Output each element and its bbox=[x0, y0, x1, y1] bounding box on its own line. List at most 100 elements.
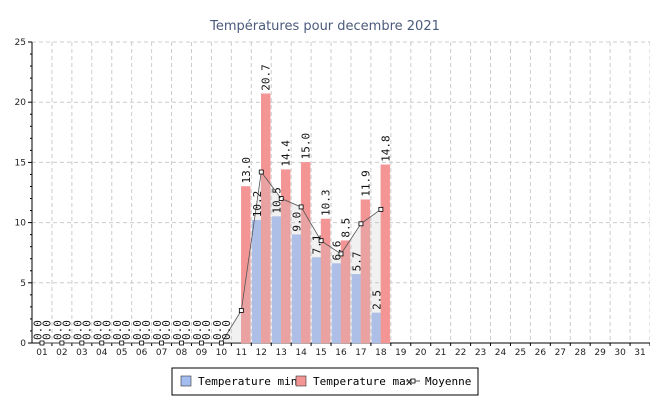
x-tick-label: 05 bbox=[116, 348, 127, 358]
data-label-min: 10.2 bbox=[251, 191, 264, 218]
bar-temperature-max bbox=[261, 93, 271, 344]
moyenne-marker bbox=[258, 169, 264, 175]
data-label-max: 8.5 bbox=[339, 218, 352, 238]
x-tick-label: 13 bbox=[275, 348, 286, 358]
moyenne-marker bbox=[139, 340, 145, 346]
x-tick-label: 12 bbox=[256, 348, 267, 358]
grid bbox=[32, 41, 650, 343]
x-tick-label: 18 bbox=[375, 348, 387, 358]
bar-temperature-max bbox=[300, 162, 311, 344]
data-label-min: 0.0 bbox=[111, 320, 124, 340]
data-label-min: 0.0 bbox=[31, 320, 44, 340]
y-tick-label: 20 bbox=[15, 98, 27, 108]
moyenne-marker bbox=[318, 238, 324, 244]
x-tick-label: 28 bbox=[574, 348, 586, 358]
data-labels: 0.00.00.00.00.00.00.00.00.00.00.00.00.00… bbox=[31, 64, 392, 340]
data-label-min: 10.5 bbox=[271, 187, 284, 214]
data-label-max: 0.0 bbox=[100, 320, 113, 340]
x-tick-label: 24 bbox=[495, 348, 507, 358]
data-label-min: 5.7 bbox=[350, 251, 363, 271]
x-tick-label: 25 bbox=[515, 348, 526, 358]
y-tick-label: 10 bbox=[15, 219, 27, 229]
x-tick-label: 04 bbox=[96, 348, 108, 358]
x-tick-label: 11 bbox=[236, 348, 247, 358]
chart-title: Températures pour decembre 2021 bbox=[209, 19, 440, 34]
x-tick-label: 23 bbox=[475, 348, 486, 358]
data-label-min: 9.0 bbox=[291, 212, 304, 232]
x-tick-label: 09 bbox=[196, 348, 208, 358]
moyenne-marker bbox=[338, 251, 344, 257]
data-label-max: 15.0 bbox=[300, 133, 313, 160]
data-label-min: 0.0 bbox=[91, 320, 104, 340]
data-label-min: 0.0 bbox=[51, 320, 64, 340]
data-label-max: 0.0 bbox=[220, 320, 233, 340]
bar-temperature-max bbox=[340, 240, 351, 344]
data-label-min: 0.0 bbox=[211, 320, 224, 340]
data-label-max: 0.0 bbox=[40, 320, 53, 340]
bar-temperature-max bbox=[380, 164, 391, 344]
x-tick-label: 20 bbox=[415, 348, 427, 358]
x-tick-label: 06 bbox=[136, 348, 148, 358]
y-tick-label: 25 bbox=[15, 38, 26, 48]
data-label-max: 0.0 bbox=[180, 320, 193, 340]
x-tick-label: 27 bbox=[555, 348, 566, 358]
moyenne-marker bbox=[218, 340, 224, 346]
moyenne-marker bbox=[378, 206, 384, 212]
x-tick-label: 15 bbox=[315, 348, 326, 358]
data-label-min: 0.0 bbox=[191, 320, 204, 340]
data-label-max: 0.0 bbox=[160, 320, 173, 340]
x-tick-label: 14 bbox=[295, 348, 307, 358]
data-label-max: 20.7 bbox=[260, 64, 273, 91]
bar-temperature-max bbox=[280, 169, 291, 344]
moyenne-marker bbox=[79, 340, 85, 346]
x-tick-label: 16 bbox=[335, 348, 347, 358]
moyenne-marker bbox=[39, 340, 45, 346]
data-label-max: 14.8 bbox=[379, 135, 392, 162]
data-label-min: 0.0 bbox=[171, 320, 184, 340]
moyenne-marker bbox=[278, 196, 284, 201]
legend-label-moyenne: Moyenne bbox=[425, 375, 471, 388]
x-tick-label: 29 bbox=[594, 348, 606, 358]
moyenne-marker bbox=[179, 340, 184, 346]
x-tick-label: 02 bbox=[56, 348, 67, 358]
data-label-max: 0.0 bbox=[80, 320, 93, 340]
data-label-max: 14.4 bbox=[280, 140, 293, 167]
moyenne-line bbox=[39, 169, 384, 346]
data-label-min: 6.6 bbox=[331, 241, 344, 261]
data-label-min: 0.0 bbox=[71, 320, 84, 340]
x-tick-label: 31 bbox=[634, 348, 645, 358]
y-tick-label: 5 bbox=[20, 279, 26, 289]
data-label-max: 11.9 bbox=[359, 170, 372, 197]
legend: Temperature min Temperature max Moyenne bbox=[171, 367, 479, 396]
x-tick-label: 19 bbox=[395, 348, 407, 358]
moyenne-marker bbox=[358, 221, 364, 227]
legend-swatch-max bbox=[295, 375, 307, 387]
data-label-max: 10.3 bbox=[320, 189, 333, 216]
moyenne-marker bbox=[59, 340, 65, 346]
moyenne-marker bbox=[238, 308, 244, 313]
bar-temperature-max bbox=[360, 199, 371, 344]
y-tick-label: 0 bbox=[20, 339, 26, 349]
x-tick-label: 08 bbox=[176, 348, 188, 358]
y-axis: 0 5 10 15 20 25 bbox=[15, 38, 33, 349]
data-label-max: 13.0 bbox=[240, 157, 253, 183]
x-tick-label: 10 bbox=[216, 348, 228, 358]
y-tick-label: 15 bbox=[15, 158, 26, 168]
x-tick-label: 30 bbox=[614, 348, 626, 358]
legend-label-min: Temperature min bbox=[198, 375, 297, 388]
moyenne-marker bbox=[99, 340, 105, 346]
data-label-min: 0.0 bbox=[151, 320, 164, 340]
bar-temperature-max bbox=[320, 218, 331, 344]
bar-temperature-max bbox=[241, 186, 251, 344]
data-label-min: 7.1 bbox=[311, 235, 324, 255]
moyenne-polyline bbox=[41, 171, 382, 344]
legend-label-max: Temperature max bbox=[313, 375, 413, 388]
legend-box bbox=[171, 367, 479, 396]
data-label-max: 0.0 bbox=[140, 320, 153, 340]
data-label-max: 0.0 bbox=[200, 320, 213, 340]
moyenne-area bbox=[41, 172, 381, 343]
data-label-min: 2.5 bbox=[370, 290, 383, 310]
legend-marker-moyenne bbox=[410, 378, 416, 384]
x-tick-label: 07 bbox=[156, 348, 167, 358]
data-label-max: 0.0 bbox=[60, 320, 73, 340]
